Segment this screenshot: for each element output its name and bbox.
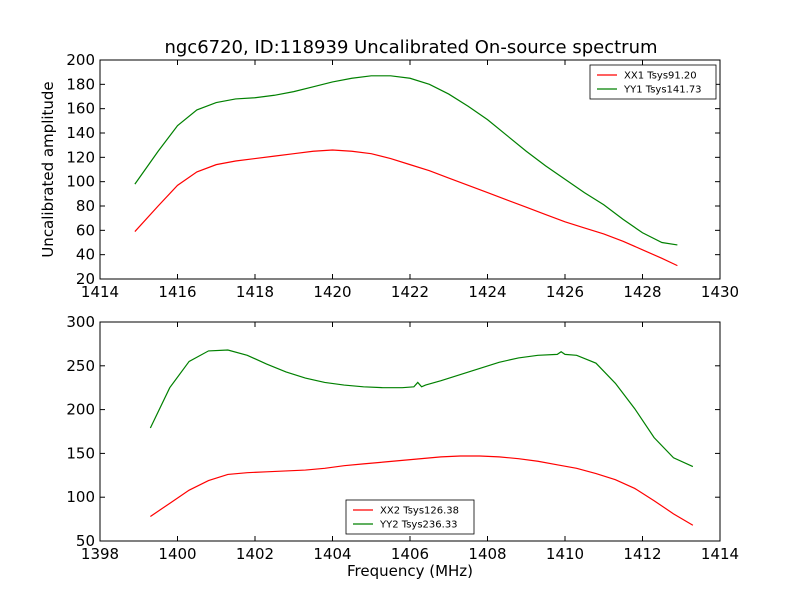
plot1-x-tick-label: 1402 [236,545,274,563]
top-spectrum-plot: 1414 1416 1418 1420 1422 1424 1426 1428 1430 20 40… [39,51,739,301]
plot0-y-tick-label: 160 [66,100,95,118]
plot1-y-tick-label: 50 [76,532,95,550]
plot0-x-tick-label: 1414 [81,283,119,301]
plot0-x-tick-label: 1424 [468,283,506,301]
bottom-spectrum-plot: 1398 1400 1402 1404 1406 1408 1410 1412 1414 50 10… [66,313,739,580]
plot0-x-tick-label: 1428 [623,283,661,301]
plot0-y-tick-label: 120 [66,148,95,166]
plot0-series-line-2 [134,75,678,246]
plot1-y-tick-label: 150 [66,444,95,462]
plot0-legend-label-1: XX1 Tsys91.20 [624,71,697,82]
plot0-y-axis-label: Uncalibrated amplitude [39,81,57,257]
plot1-y-tick-label: 100 [66,488,95,506]
plot0-x-tick-label: 1426 [546,283,584,301]
plot0-legend: XX1 Tsys91.20 YY1 Tsys141.73 [589,64,717,100]
plot0-y-tick-label: 40 [76,246,95,264]
plot1-x-tick-label: 1398 [81,545,119,563]
plot1-series-line-1 [150,455,694,526]
plot1-series-line-2 [149,349,694,468]
plot1-y-tick-label: 250 [66,357,95,375]
plot1-legend-label-2: YY2 Tsys236.33 [379,520,458,531]
plot0-y-tick-label: 140 [66,124,95,142]
plot1-y-tick-label: 300 [66,313,95,331]
plot0-series-line-1 [134,149,678,267]
chart-title: ngc6720, ID:118939 Uncalibrated On-sourc… [164,37,657,58]
plot0-legend-box [589,64,717,100]
plot1-x-tick-label: 1406 [391,545,429,563]
plot0-x-tick-label: 1418 [236,283,274,301]
plot0-x-tick-label: 1422 [391,283,429,301]
plot1-x-tick-label: 1408 [468,545,506,563]
plot1-x-tick-label: 1400 [158,545,196,563]
plot0-legend-label-2: YY1 Tsys141.73 [623,85,702,96]
plot0-x-tick-label: 1420 [313,283,351,301]
plot1-x-tick-label: 1410 [546,545,584,563]
plot1-y-tick-label: 200 [66,401,95,419]
plot1-legend: XX2 Tsys126.38 YY2 Tsys236.33 [345,499,475,535]
plot0-y-tick-label: 20 [76,270,95,288]
plot0-y-tick-label: 100 [66,173,95,191]
plot0-x-tick-label: 1430 [701,283,739,301]
plot0-y-tick-label: 200 [66,51,95,69]
plot0-y-tick-label: 80 [76,197,95,215]
plot1-legend-box [345,499,475,535]
plot1-x-tick-label: 1414 [701,545,739,563]
plot1-x-axis-label: Frequency (MHz) [347,562,473,580]
plot0-y-tick-label: 60 [76,221,95,239]
plot1-x-tick-label: 1404 [313,545,351,563]
plot1-legend-label-1: XX2 Tsys126.38 [380,506,459,517]
plot1-x-tick-label: 1412 [623,545,661,563]
plot0-x-tick-label: 1416 [158,283,196,301]
plot0-y-tick-label: 180 [66,75,95,93]
